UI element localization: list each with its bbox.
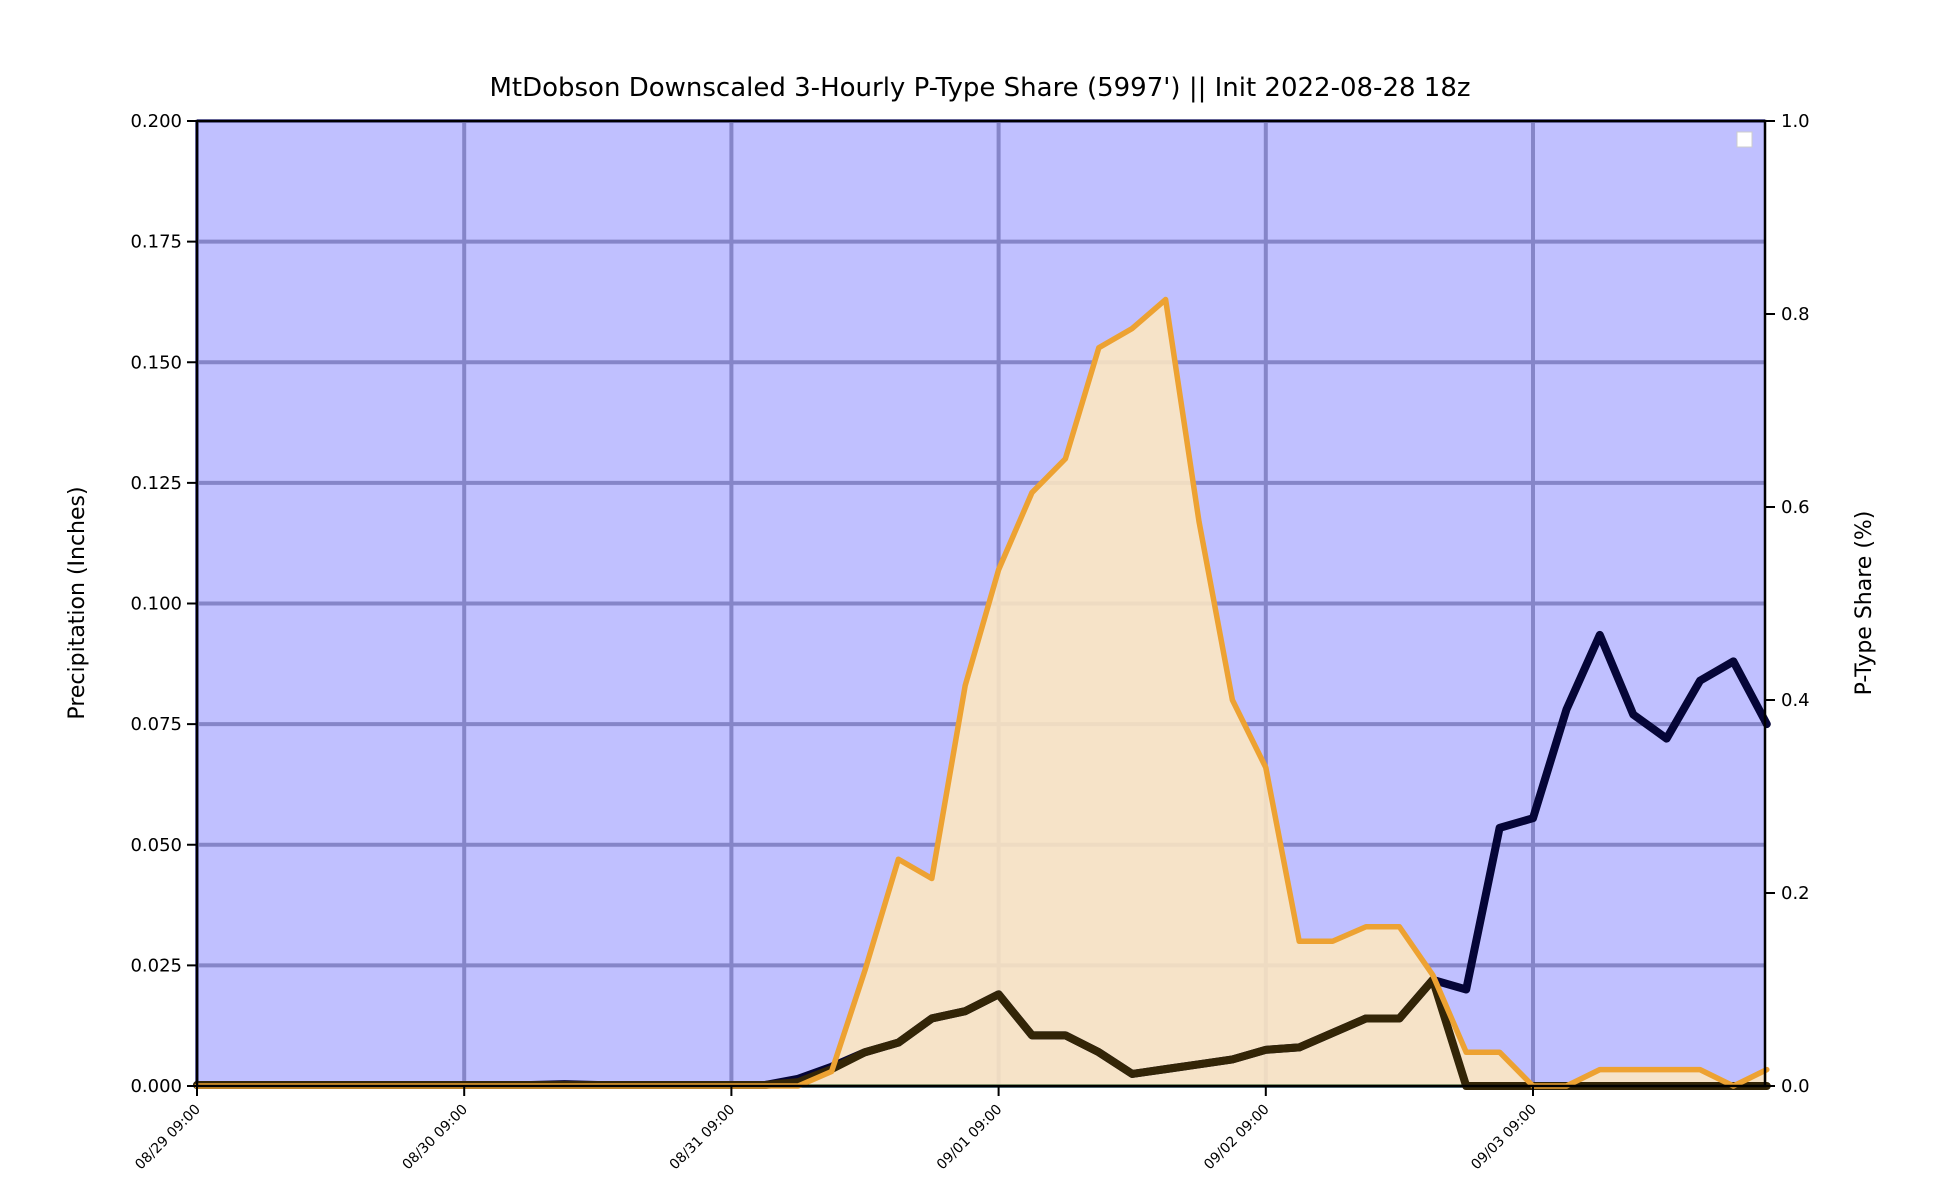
right-axis: 0.0 0.2 0.4 0.6 0.8 1.0	[1765, 111, 1810, 1097]
y-tick-label: 0.075	[130, 714, 182, 735]
y2-tick-label: 0.2	[1781, 883, 1810, 904]
y-tick-label: 0.100	[130, 594, 182, 615]
chart-title: MtDobson Downscaled 3-Hourly P-Type Shar…	[489, 73, 1470, 103]
y-tick-label: 0.050	[130, 835, 182, 856]
y2-tick-label: 0.0	[1781, 1076, 1810, 1097]
rain-share-fill	[197, 299, 1767, 1086]
y2-tick-label: 0.6	[1781, 497, 1810, 518]
y-tick-label: 0.025	[130, 955, 182, 976]
x-tick-label: 08/29 09:00	[132, 1102, 204, 1174]
y-tick-label: 0.200	[130, 111, 182, 132]
legend-box	[1736, 131, 1753, 148]
x-tick-label: 09/01 09:00	[934, 1102, 1006, 1174]
y2-tick-label: 0.4	[1781, 690, 1810, 711]
y-axis-label: Precipitation (Inches)	[65, 486, 90, 719]
y2-tick-label: 0.8	[1781, 304, 1810, 325]
x-tick-label: 09/03 09:00	[1468, 1102, 1540, 1174]
x-tick-label: 08/31 09:00	[667, 1102, 739, 1174]
x-tick-label: 09/02 09:00	[1201, 1102, 1273, 1174]
y-tick-label: 0.150	[130, 352, 182, 373]
left-axis: 0.000 0.025 0.050 0.075 0.100 0.125 0.150 0.175…	[130, 111, 197, 1097]
y2-axis-label: P-Type Share (%)	[1852, 511, 1877, 696]
x-tick-label: 08/30 09:00	[400, 1102, 472, 1174]
y-tick-label: 0.125	[130, 473, 182, 494]
y2-tick-label: 1.0	[1781, 111, 1810, 132]
y-tick-label: 0.175	[130, 232, 182, 253]
rain-share-area	[197, 299, 1767, 1086]
x-axis: 08/29 09:00 08/30 09:00 08/31 09:00 09/01 0…	[132, 1086, 1540, 1173]
y-tick-label: 0.000	[130, 1076, 182, 1097]
